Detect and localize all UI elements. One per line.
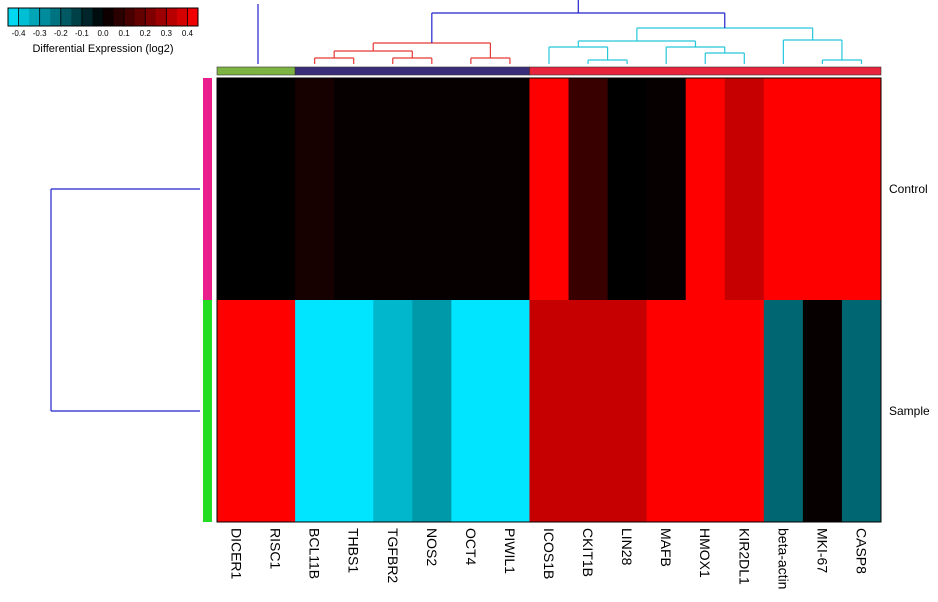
gene-label: CASP8 [853,528,869,574]
heatmap-cell [802,300,843,522]
gene-label: MAFB [658,528,674,567]
colorbar-tick-label: -0.1 [75,29,89,38]
heatmap-cell [334,300,374,522]
colorbar-label: Differential Expression (log2) [32,43,173,55]
gene-label: THBS1 [346,528,362,573]
colorbar-step [18,8,30,26]
colorbar-step [166,8,178,26]
colorbar-tick-label: 0.0 [97,29,109,38]
gene-dendrogram [257,0,863,64]
heatmap-cell [568,300,608,522]
colorbar-tick-label: 0.2 [140,29,152,38]
heatmap-cell [841,300,882,522]
heatmap-cell [217,300,257,522]
heatmap-cell [490,78,530,300]
condition-labels: Control Sample [889,182,930,418]
heatmap-cell [334,78,374,300]
heatmap-cell [529,300,569,522]
heatmap-cell [724,78,765,300]
heatmap-cell [685,300,726,522]
heatmap-frame [216,77,882,523]
colorbar-step [50,8,62,26]
gene-label: MKI-67 [814,528,830,573]
heatmap-cell [646,300,687,522]
gene-labels: DICER1 RISC1 BCL11B THBS1 TGFBR2 NOS2 OCT4 PIWI… [229,528,870,589]
condition-color-bar [203,78,212,522]
heatmap-cell [412,78,452,300]
gene-label: CKIT1B [580,528,596,577]
gene-label: PIWIL1 [502,528,518,574]
colorbar-step [155,8,167,26]
colorbar-tick-label: -0.4 [12,29,26,38]
gene-cluster-segment [216,66,296,76]
gene-label: BCL11B [307,528,323,579]
heatmap-cell [841,78,882,300]
heatmap-cell [763,300,804,522]
heatmap-cells [217,78,882,522]
gene-label: RISC1 [268,528,284,569]
colorbar-step [29,8,41,26]
heatmap-cell [490,300,530,522]
condition-color-segment [203,300,212,522]
heatmap-cell [607,300,648,522]
heatmap-cell [412,300,452,522]
gene-label: LIN28 [619,528,635,566]
heatmap-cell [217,78,257,300]
heatmap-cell [568,78,608,300]
heatmap-cell [685,78,726,300]
colorbar-tick-label: 0.3 [161,29,173,38]
colorbar-tick-label: -0.3 [33,29,47,38]
gene-label: beta-actin [775,528,791,589]
heatmap-cell [373,300,413,522]
gene-cluster-bar [216,66,882,76]
colorbar-step [39,8,51,26]
gene-label: DICER1 [229,528,245,580]
colorbar-tick-label: 0.4 [182,29,194,38]
heatmap-cell [295,300,335,522]
heatmap-cell [451,78,491,300]
gene-label: ICOS1B [541,528,557,579]
colorbar-ticks: -0.4 -0.3 -0.2 -0.1 0.0 0.1 0.2 0.3 0.4 [12,8,194,38]
gene-cluster-segment [529,66,882,76]
gene-label: KIR2DL1 [736,528,752,585]
colorbar-step [81,8,93,26]
color-key: -0.4 -0.3 -0.2 -0.1 0.0 0.1 0.2 0.3 0.4 Differen… [7,7,199,55]
gene-label: NOS2 [424,528,440,566]
gene-label: HMOX1 [697,528,713,578]
colorbar-step [134,8,146,26]
heatmap-cell [646,78,687,300]
condition-dendrogram [50,188,200,412]
condition-color-segment [203,78,212,300]
colorbar-tick-label: -0.2 [54,29,68,38]
heatmap-cell [724,300,765,522]
heatmap-cell [607,78,648,300]
colorbar-step [92,8,104,26]
colorbar-step [113,8,125,26]
heatmap-cell [763,78,804,300]
colorbar-step [187,8,199,26]
colorbar-tick-label: 0.1 [119,29,131,38]
gene-cluster-segment [294,66,530,76]
condition-label: Sample [889,404,930,418]
condition-label: Control [889,182,928,196]
heatmap-cell [802,78,843,300]
colorbar-step [71,8,83,26]
heatmap-cell [256,300,296,522]
heatmap-cell [373,78,413,300]
colorbar-step [124,8,136,26]
heatmap-cell [256,78,296,300]
gene-label: TGFBR2 [385,528,401,583]
colorbar-step [60,8,72,26]
gene-label: OCT4 [463,528,479,566]
colorbar-step [8,8,20,26]
heatmap-cell [451,300,491,522]
colorbar-step [176,8,188,26]
heatmap-cell [529,78,569,300]
colorbar-step [145,8,157,26]
colorbar-step [103,8,115,26]
colorbar-gradient [8,8,199,26]
heatmap-cell [295,78,335,300]
